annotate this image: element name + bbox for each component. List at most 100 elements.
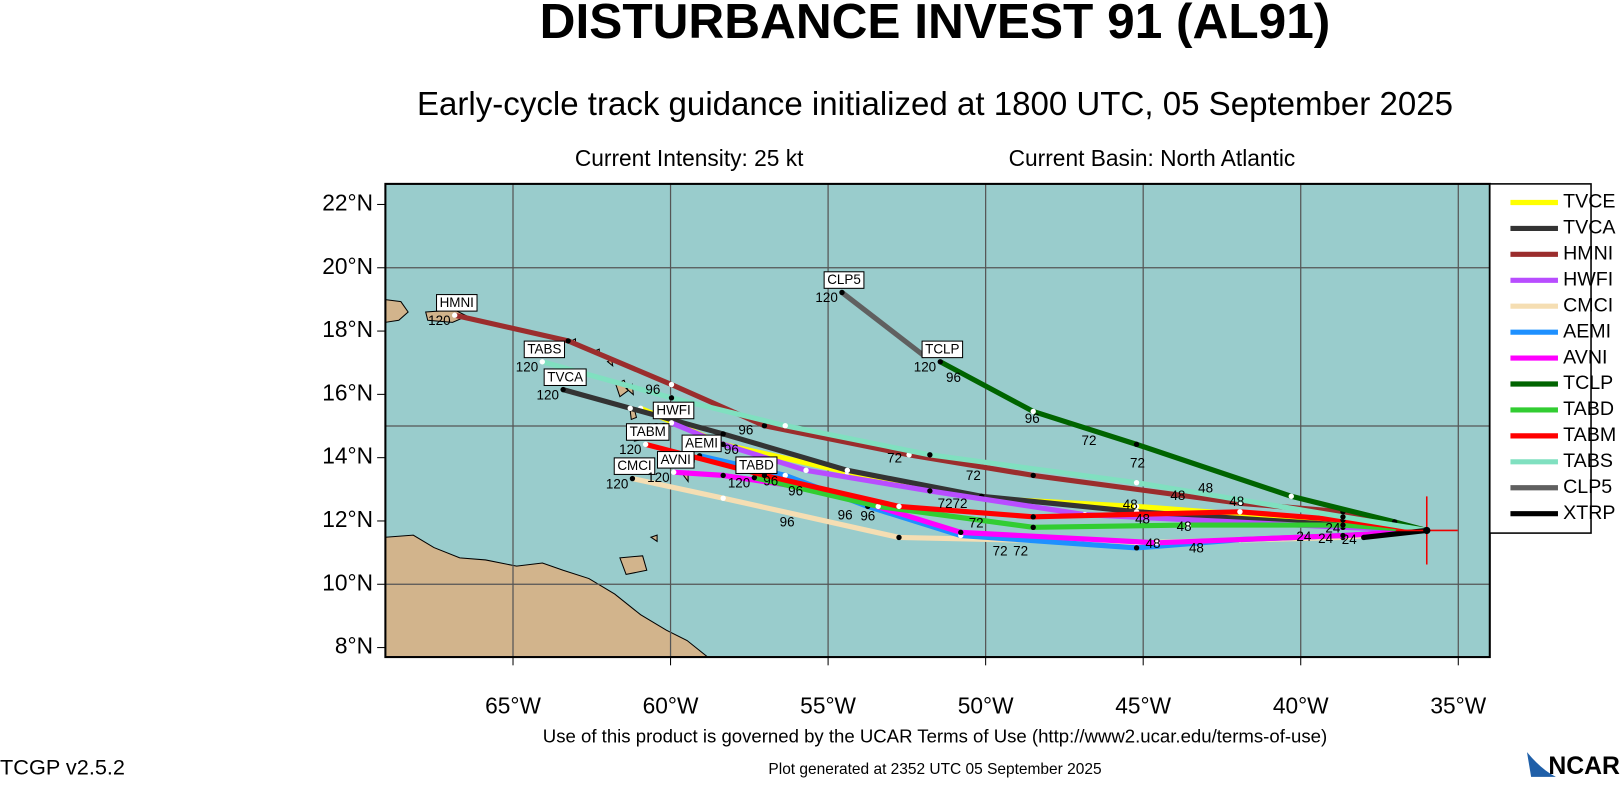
track	[753, 475, 1427, 534]
hour-label: 96	[788, 483, 803, 498]
track-label-box	[436, 294, 478, 312]
track-point	[937, 359, 943, 365]
hour-label: 72	[966, 468, 981, 483]
x-tick-label: 55°W	[800, 693, 856, 719]
legend-label: TVCA	[1563, 217, 1616, 239]
hour-label: 48	[1189, 540, 1204, 555]
track-point	[1340, 514, 1346, 520]
track-point	[896, 503, 902, 510]
track-point	[1237, 509, 1243, 515]
track-point	[803, 467, 809, 474]
track-label: TCLP	[921, 340, 964, 359]
track-label: AVNI	[656, 451, 695, 469]
y-tick-label: 18°N	[322, 316, 373, 342]
hour-label: 96	[1025, 411, 1040, 426]
track-label-box	[656, 451, 695, 469]
track-label: AEMI	[681, 434, 722, 453]
track-label-text: TABM	[630, 424, 666, 439]
track-point	[668, 381, 675, 388]
track-label-box	[543, 368, 587, 387]
track-point	[1030, 524, 1036, 530]
title: DISTURBANCE INVEST 91 (AL91)	[540, 0, 1331, 49]
x-tick-label: 50°W	[958, 693, 1014, 719]
intensity: Current Intensity: 25 kt	[575, 145, 804, 171]
end-hour-label: 120	[606, 476, 628, 491]
hour-label: 48	[1170, 488, 1185, 503]
track-point	[927, 452, 933, 458]
hour-label: 72	[887, 450, 902, 465]
hour-label: 48	[1135, 512, 1150, 527]
track-point	[452, 312, 458, 318]
hour-label: 48	[1229, 494, 1244, 509]
version: TCGP v2.5.2	[0, 754, 125, 779]
hour-label: 48	[1177, 519, 1192, 534]
track-label-text: CMCI	[617, 458, 651, 473]
hour-label: 24	[1318, 531, 1333, 546]
track-label: TABM	[625, 423, 670, 441]
track-point	[1133, 479, 1140, 486]
track-point	[642, 441, 649, 448]
logo-swoosh	[1526, 752, 1556, 777]
track-point	[782, 472, 788, 479]
track	[939, 359, 1428, 533]
end-hour-label: 120	[815, 290, 837, 305]
track-label-text: CLP5	[827, 272, 861, 287]
track-label: TABD	[735, 456, 778, 474]
track-point	[875, 503, 881, 510]
hour-label: 96	[946, 370, 961, 385]
track-point	[1340, 522, 1346, 528]
track-point	[761, 423, 768, 429]
track-point	[720, 495, 726, 501]
track-label-box	[921, 340, 964, 359]
legend-label: CMCI	[1563, 294, 1613, 316]
track-label-text: HMNI	[440, 295, 474, 310]
end-hour-label: 120	[914, 360, 936, 375]
end-hour-label: 120	[647, 470, 669, 485]
hour-label: 72	[1130, 456, 1145, 471]
trinidad	[619, 555, 648, 576]
track-label-box	[652, 401, 695, 420]
legend-label: TABD	[1563, 398, 1614, 420]
hour-label: 72	[1013, 544, 1028, 559]
hour-label: 96	[780, 515, 795, 530]
legend-label: XTRP	[1563, 502, 1615, 524]
end-hour-label: 120	[428, 313, 450, 328]
terms: Use of this product is governed by the U…	[543, 726, 1327, 747]
x-tick-label: 35°W	[1430, 693, 1486, 719]
hour-label: 24	[1325, 521, 1340, 536]
basin: Current Basin: North Atlantic	[1009, 145, 1296, 171]
storm-center	[1423, 526, 1431, 535]
track	[1363, 527, 1428, 540]
track	[840, 290, 927, 359]
legend-label: TABS	[1563, 450, 1613, 472]
track-point	[896, 534, 902, 541]
end-hour-label: 120	[728, 475, 750, 490]
track-point	[1030, 514, 1036, 520]
track-label-text: TABD	[739, 457, 774, 472]
hour-label: 72	[969, 516, 984, 531]
track-label: TABS	[523, 340, 566, 359]
legend-label: HWFI	[1563, 268, 1613, 290]
hour-label: 96	[763, 473, 778, 488]
y-tick-label: 20°N	[322, 253, 373, 279]
hour-label: 96	[860, 508, 875, 523]
track-label-text: HWFI	[656, 403, 690, 418]
hour-label: 7272	[938, 496, 968, 511]
legend-label: TCLP	[1563, 372, 1613, 394]
track-point	[720, 441, 726, 448]
x-tick-label: 40°W	[1273, 693, 1329, 719]
hour-label: 96	[724, 442, 739, 457]
south-america	[385, 534, 709, 658]
track-point	[1288, 493, 1294, 499]
hour-label: 96	[738, 423, 753, 438]
track-point	[668, 395, 675, 401]
track-label-text: TVCA	[547, 369, 583, 384]
track-label-box	[613, 457, 656, 475]
legend-label: AEMI	[1563, 320, 1611, 342]
logo: NCAR	[1548, 753, 1620, 780]
track-point	[1133, 441, 1140, 448]
track-point	[751, 474, 758, 481]
x-tick-label: 60°W	[643, 693, 699, 719]
y-tick-label: 22°N	[322, 189, 373, 215]
